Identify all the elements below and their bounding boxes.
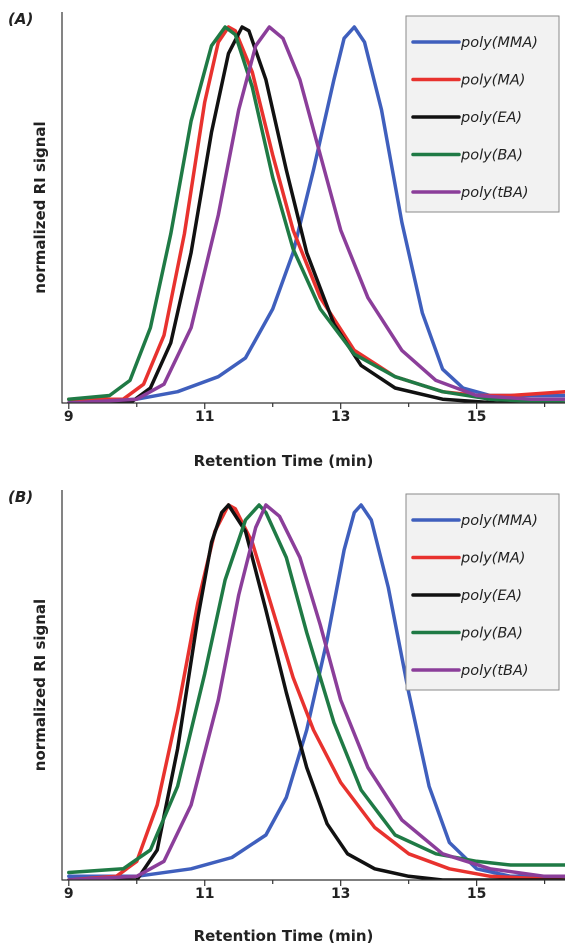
x-tick-label: 15 bbox=[467, 886, 486, 902]
legend-label: poly(MMA) bbox=[460, 35, 538, 51]
x-axis-title: Retention Time (min) bbox=[194, 452, 374, 470]
x-tick-label: 13 bbox=[331, 409, 350, 425]
series-line-polymma bbox=[67, 503, 565, 879]
legend: poly(MMA) poly(MA) poly(EA) poly(BA) poly(tB… bbox=[405, 493, 560, 691]
series-line-polytba bbox=[67, 503, 565, 880]
series-line-polyba bbox=[67, 25, 565, 403]
legend-label: poly(tBA) bbox=[460, 185, 529, 201]
x-tick-label: 15 bbox=[467, 409, 486, 425]
legend-label: poly(MMA) bbox=[460, 513, 538, 529]
x-tick-label: 11 bbox=[195, 409, 214, 425]
series-line-polyea bbox=[67, 503, 565, 880]
legend-box bbox=[405, 493, 560, 691]
legend-label: poly(EA) bbox=[460, 110, 522, 126]
x-axis-title: Retention Time (min) bbox=[194, 927, 374, 945]
chart-panel-b: (B) 9 11 13 15 Retention Time (min) normalized… bbox=[8, 488, 565, 945]
legend-label: poly(BA) bbox=[460, 148, 523, 164]
y-axis-title: normalized RI signal bbox=[31, 121, 49, 293]
x-tick-label: 11 bbox=[195, 886, 214, 902]
x-tick-label: 13 bbox=[331, 886, 350, 902]
legend-label: poly(EA) bbox=[460, 588, 522, 604]
legend-label: poly(MA) bbox=[460, 551, 525, 567]
legend-label: poly(MA) bbox=[460, 73, 525, 89]
legend-label: poly(tBA) bbox=[460, 663, 529, 679]
legend: poly(MMA) poly(MA) poly(EA) poly(BA) poly(tB… bbox=[405, 15, 560, 213]
panel-label: (B) bbox=[8, 488, 33, 506]
legend-box bbox=[405, 15, 560, 213]
x-tick-label: 9 bbox=[64, 886, 74, 902]
series-line-polymma bbox=[67, 25, 565, 403]
chart-panel-a: (A) 9 11 13 15 Retention Time (min) normalized… bbox=[8, 10, 565, 470]
x-tick-label: 9 bbox=[64, 409, 74, 425]
series-group bbox=[67, 25, 565, 403]
series-group bbox=[67, 503, 565, 880]
series-line-polytba bbox=[67, 25, 565, 403]
legend-label: poly(BA) bbox=[460, 626, 523, 642]
panel-label: (A) bbox=[8, 10, 33, 28]
series-line-polyea bbox=[67, 25, 565, 403]
y-axis-title: normalized RI signal bbox=[31, 599, 49, 771]
